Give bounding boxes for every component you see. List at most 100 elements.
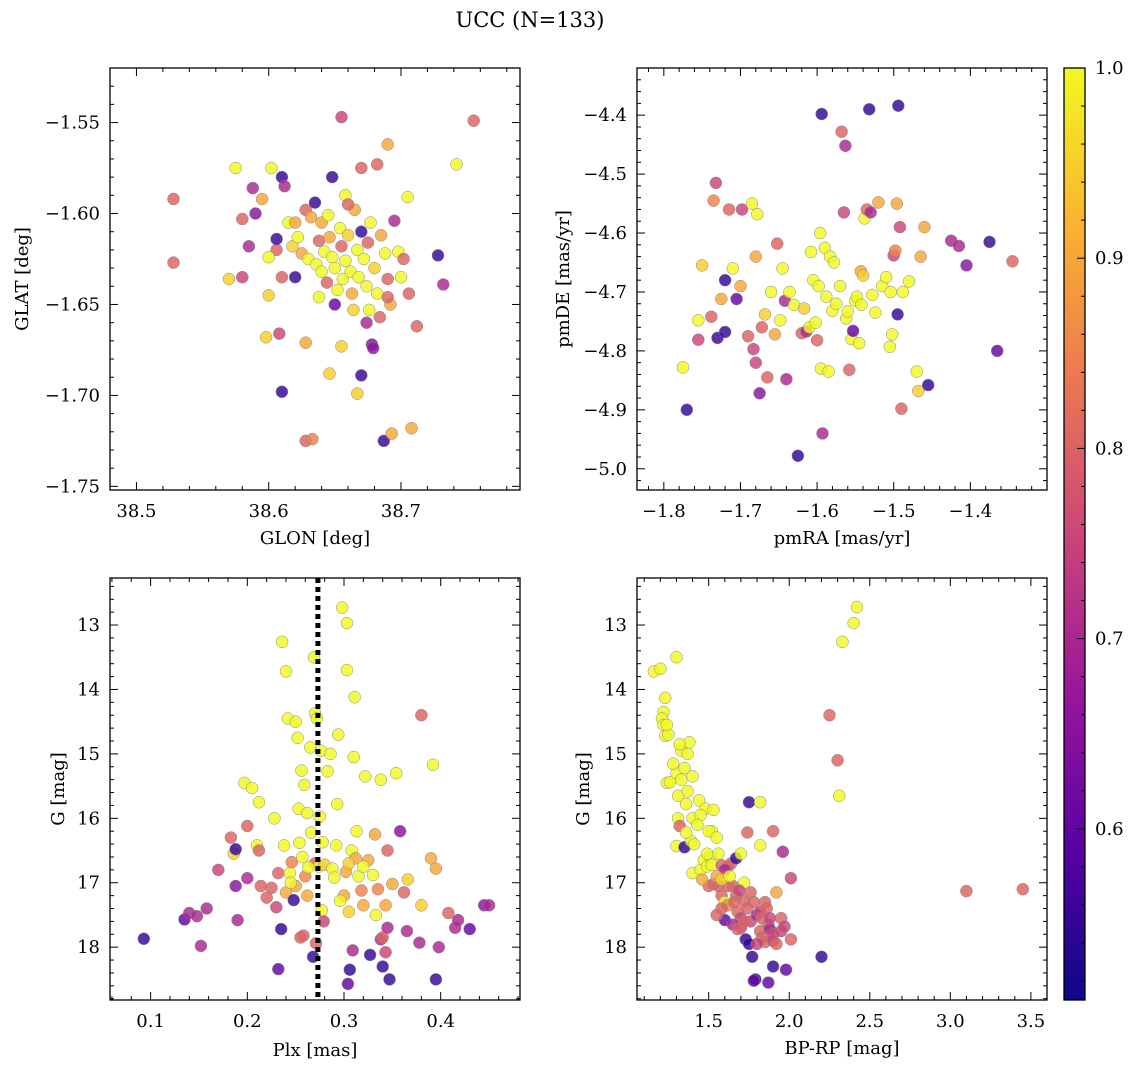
axes-frame: [109, 67, 521, 491]
x-tick-label: 3.5: [1017, 1011, 1046, 1032]
data-point: [872, 196, 885, 209]
data-point: [831, 754, 844, 767]
data-point: [482, 899, 496, 912]
data-point: [357, 899, 370, 912]
data-point: [291, 230, 305, 244]
data-point: [692, 333, 705, 346]
data-point: [883, 340, 897, 354]
y-tick-label: 17: [77, 873, 100, 894]
data-point: [298, 778, 311, 792]
y-tick-label: −1.75: [45, 476, 100, 497]
data-point: [270, 232, 283, 246]
data-point: [891, 308, 904, 321]
data-point: [426, 758, 440, 772]
data-point: [340, 663, 354, 677]
ticks: [637, 578, 1048, 1000]
data-point: [680, 403, 694, 417]
data-point: [673, 737, 686, 751]
data-point: [259, 330, 273, 344]
data-point: [265, 161, 278, 175]
x-tick-label: −1.8: [642, 501, 686, 522]
data-point: [212, 863, 225, 877]
data-point: [331, 728, 345, 741]
data-point: [301, 806, 314, 820]
y-tick-label: −4.7: [583, 282, 627, 303]
data-point: [707, 194, 720, 207]
data-point: [312, 290, 326, 304]
data-point: [797, 302, 811, 315]
data-point: [784, 933, 798, 946]
data-point: [361, 236, 375, 249]
data-point: [681, 747, 694, 761]
data-point: [335, 110, 348, 124]
data-point: [670, 650, 683, 664]
y-tick-label: 15: [604, 744, 627, 765]
data-point: [847, 616, 860, 630]
data-point: [394, 270, 408, 284]
data-point: [893, 220, 907, 234]
points-layer: [676, 99, 1019, 463]
data-point: [747, 342, 760, 356]
colorbar-tick-label: 0.6: [1095, 819, 1124, 840]
data-point: [755, 321, 769, 334]
data-point: [983, 235, 996, 249]
data-point: [692, 314, 705, 327]
data-point: [722, 203, 736, 216]
x-tick-label: −1.7: [719, 501, 763, 522]
data-point: [368, 828, 382, 841]
data-point: [990, 344, 1004, 358]
data-point: [330, 797, 344, 811]
data-point: [339, 254, 352, 268]
data-point: [360, 280, 373, 293]
data-point: [751, 207, 764, 221]
data-point: [827, 256, 841, 269]
x-tick-label: 0.2: [233, 1011, 262, 1032]
data-point: [770, 937, 783, 951]
data-point: [718, 325, 732, 339]
data-point: [357, 860, 370, 873]
data-point: [268, 812, 281, 825]
data-point: [273, 327, 286, 340]
panel-3: 0.1 0.2 0.3 0.4 13 14 15 16 17 18 Plx [mas] G [mag]: [48, 577, 521, 1061]
points-layer: [137, 578, 496, 1000]
data-point: [679, 797, 693, 811]
data-point: [741, 329, 755, 343]
data-point: [389, 766, 403, 780]
colorbar-tick-label: 0.9: [1095, 248, 1124, 269]
data-point: [381, 290, 394, 304]
data-point: [678, 761, 691, 775]
data-point: [1016, 882, 1030, 896]
x-axis-label: pmRA [mas/yr]: [774, 528, 911, 549]
axes-frame: [636, 67, 1048, 491]
data-point: [833, 279, 847, 293]
y-tick-label: 16: [77, 808, 100, 829]
x-tick-label: 0.3: [330, 1011, 359, 1032]
data-point: [770, 237, 784, 250]
data-point: [735, 203, 749, 216]
data-point: [370, 287, 384, 300]
data-point: [745, 950, 759, 964]
data-point: [839, 139, 852, 153]
data-point: [681, 785, 694, 798]
data-point: [297, 929, 310, 942]
points-layer: [167, 110, 480, 448]
panels: 38.5 38.6 38.7 −1.55 −1.60 −1.65 −1.70 −1.75 GLO…: [12, 67, 1048, 1061]
data-point: [695, 873, 709, 886]
y-tick-label: −4.4: [583, 105, 627, 126]
ticks: [110, 578, 520, 1000]
data-point: [270, 900, 283, 914]
data-point: [912, 384, 925, 398]
data-point: [362, 303, 376, 317]
data-point: [776, 845, 790, 859]
data-point: [758, 308, 772, 321]
data-point: [892, 99, 905, 112]
data-point: [321, 209, 335, 222]
data-point: [275, 270, 289, 284]
data-point: [405, 421, 418, 435]
data-point: [745, 197, 759, 210]
data-point: [333, 894, 347, 908]
data-point: [856, 269, 870, 282]
data-point: [918, 220, 931, 234]
data-point: [753, 795, 767, 809]
data-point: [323, 230, 336, 244]
